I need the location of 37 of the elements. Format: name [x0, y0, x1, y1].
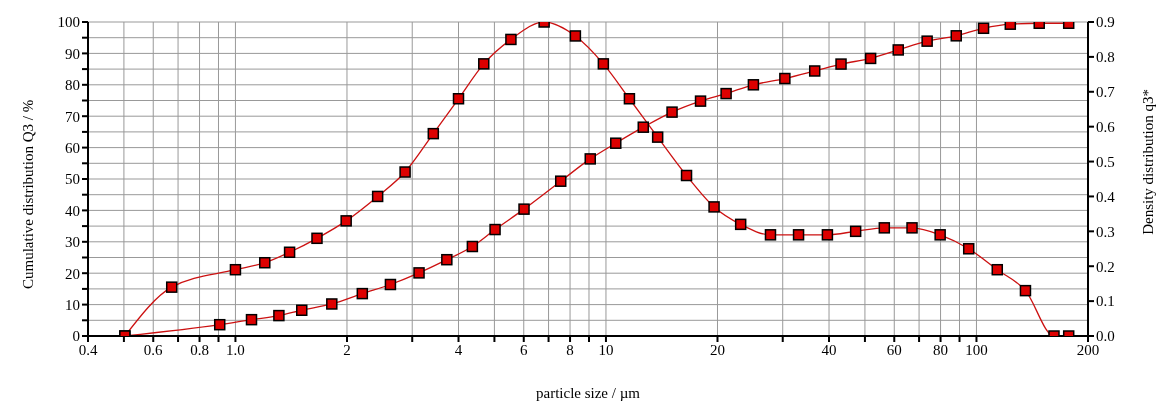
- y2-tick-label: 0.6: [1096, 118, 1116, 135]
- y2-tick-label: 0.2: [1096, 258, 1115, 275]
- x-tick-label: 60: [886, 341, 902, 358]
- y-tick-label: 30: [65, 234, 80, 251]
- y-tick-label: 0: [72, 328, 80, 345]
- y2-tick-label: 0.4: [1096, 188, 1116, 205]
- y2-tick-label: 0.5: [1096, 153, 1115, 170]
- y-tick-label: 70: [65, 108, 80, 125]
- x-tick-label: 0.6: [143, 341, 164, 358]
- y-tick-label: 50: [65, 171, 80, 188]
- x-tick-label: 2: [343, 341, 351, 358]
- y-tick-label: 20: [65, 265, 80, 282]
- x-tick-label: 0.4: [78, 341, 98, 358]
- x-tick-label: 0.8: [190, 341, 209, 358]
- x-tick-label: 80: [933, 341, 949, 358]
- y-tick-label: 100: [57, 14, 80, 31]
- y2-tick-label: 0.3: [1096, 223, 1115, 240]
- y-tick-label: 40: [65, 202, 80, 219]
- x-tick-label: 10: [598, 341, 614, 358]
- x-tick-label: 100: [965, 341, 988, 358]
- y-tick-label: 10: [65, 296, 80, 313]
- y2-tick-label: 0.7: [1096, 84, 1116, 101]
- y2-tick-label: 0.1: [1096, 293, 1115, 310]
- x-tick-label: 20: [709, 341, 725, 358]
- y2-tick-label: 0.8: [1096, 49, 1115, 66]
- y2-tick-label: 0.9: [1096, 14, 1115, 31]
- y-axis-title: Cumulative distribution Q3 / %: [20, 99, 37, 289]
- x-tick-label: 40: [821, 341, 837, 358]
- y2-axis-title: Density distribution q3*: [1140, 89, 1157, 235]
- y-tick-label: 90: [65, 45, 80, 62]
- x-tick-label: 8: [566, 341, 574, 358]
- x-tick-label: 6: [520, 341, 529, 358]
- x-tick-label: 4: [454, 341, 463, 358]
- y-tick-label: 80: [65, 77, 80, 94]
- x-axis-title: particle size / µm: [535, 385, 641, 401]
- x-tick-label: 1.0: [226, 341, 245, 358]
- y-tick-label: 60: [65, 139, 80, 156]
